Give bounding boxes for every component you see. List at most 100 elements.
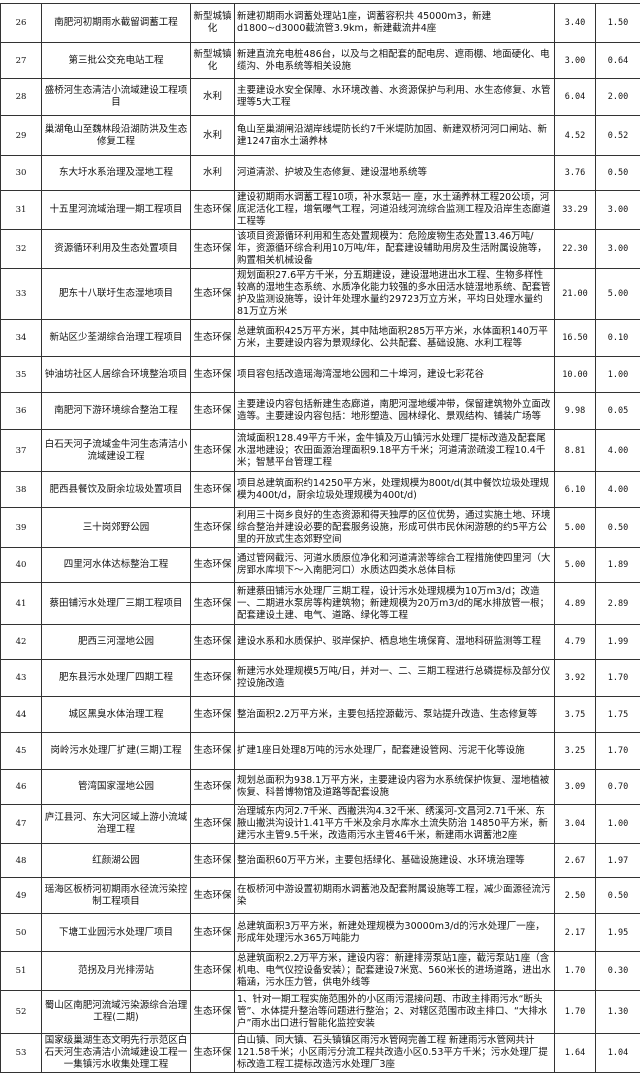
row-number: 35 (1, 357, 42, 393)
project-name: 东大圩水系治理及湿地工程 (42, 156, 191, 191)
project-content: 新建蔡田铺污水处理厂三期工程，设计污水处理规模为10万m3/d；改造一、二期进水… (235, 583, 555, 625)
project-content: 在板桥河中游设置初期雨水调蓄池及配套附属设施等工程，减少面源径流污染 (235, 878, 555, 914)
project-name: 城区黑臭水体治理工程 (42, 697, 191, 733)
annual-investment: 1.70 (596, 660, 640, 697)
project-name: 肥东县污水处理厂四期工程 (42, 660, 191, 697)
annual-investment: 1.70 (596, 733, 640, 770)
total-investment: 3.92 (555, 660, 596, 697)
total-investment: 2.50 (555, 878, 596, 914)
row-number: 53 (1, 1034, 42, 1073)
project-category: 生态环保 (191, 844, 235, 878)
annual-investment: 0.50 (596, 878, 640, 914)
row-number: 43 (1, 660, 42, 697)
project-content: 龟山至巢湖闸沿湖岸线堤防长约7千米堤防加固、新建双桥河河口闸站、新建1247亩水… (235, 116, 555, 156)
annual-investment: 1.00 (596, 357, 640, 393)
project-content: 项目总建筑面积约14250平方米，处理规模为800t/d(其中餐饮垃圾处理规模为… (235, 472, 555, 508)
annual-investment: 1.30 (596, 991, 640, 1034)
total-investment: 1.64 (555, 1034, 596, 1073)
row-number: 38 (1, 472, 42, 508)
row-number: 30 (1, 156, 42, 191)
project-content: 该项目资源循环利用和生态处置规模为：危险废物生态处置13.46万吨/年，资源循环… (235, 230, 555, 269)
project-category: 生态环保 (191, 952, 235, 991)
annual-investment: 1.04 (596, 1034, 640, 1073)
project-name: 管湾国家湿地公园 (42, 770, 191, 805)
project-content: 1、针对一期工程实施范围外的小区雨污混接问题、市政主排雨污水“断头管”、水体提升… (235, 991, 555, 1034)
project-content: 主要建设水安全保障、水环境改善、水资源保护与利用、水生态修复、水管理等5大工程 (235, 79, 555, 116)
row-number: 47 (1, 805, 42, 844)
row-number: 51 (1, 952, 42, 991)
annual-investment: 0.70 (596, 770, 640, 805)
project-content: 流域面积128.49平方千米，金牛镇及万山镇污水处理厂提标改造及配套尾水湿地建设… (235, 430, 555, 472)
project-category: 新型城镇化 (191, 4, 235, 43)
project-name: 钟油坊社区人居综合环境整治项目 (42, 357, 191, 393)
project-name: 十五里河流域治理一期工程项目 (42, 191, 191, 230)
annual-investment: 3.00 (596, 230, 640, 269)
total-investment: 3.40 (555, 4, 596, 43)
annual-investment: 4.00 (596, 430, 640, 472)
project-name: 国家级巢湖生态文明先行示范区白石天河生态清洁小流域建设工程一一集镇污水收集处理工… (42, 1034, 191, 1073)
project-content: 总建筑面积3万平方米，新建处理规模为30000m3/d的污水处理厂一座，形成年处… (235, 914, 555, 952)
project-name: 盛桥河生态清洁小流域建设工程项目 (42, 79, 191, 116)
total-investment: 2.67 (555, 844, 596, 878)
project-name: 岗岭污水处理厂扩建(三期)工程 (42, 733, 191, 770)
project-content: 建设水系和水质保护、驳岸保护、栖息地生境保育、湿地科研监测等工程 (235, 625, 555, 660)
annual-investment: 1.50 (596, 4, 640, 43)
project-category: 生态环保 (191, 230, 235, 269)
project-category: 生态环保 (191, 191, 235, 230)
row-number: 34 (1, 320, 42, 357)
annual-investment: 5.00 (596, 269, 640, 320)
project-content: 规划总面积为938.1万平方米，主要建设内容为水系统保护恢复、湿地植被恢复、科普… (235, 770, 555, 805)
total-investment: 4.89 (555, 583, 596, 625)
project-name: 下塘工业园污水处理厂项目 (42, 914, 191, 952)
project-category: 生态环保 (191, 320, 235, 357)
total-investment: 3.00 (555, 43, 596, 79)
project-content: 治理城东内河2.7千米、西撇洪沟4.32千米、绣溪河-文昌河2.71千米、东腋山… (235, 805, 555, 844)
annual-investment: 1.97 (596, 844, 640, 878)
row-number: 27 (1, 43, 42, 79)
project-name: 白石天河子流域金牛河生态清洁小流域建设工程 (42, 430, 191, 472)
project-category: 生态环保 (191, 991, 235, 1034)
project-name: 瑶海区板桥河初期雨水径流污染控制工程项目 (42, 878, 191, 914)
total-investment: 16.50 (555, 320, 596, 357)
project-category: 生态环保 (191, 269, 235, 320)
project-category: 生态环保 (191, 548, 235, 583)
project-content: 主要建设内容包括新建生态廊道，南肥河湿地缓冲带，保留建筑物外立面改造等。主要建设… (235, 393, 555, 430)
project-content: 扩建1座日处理8万吨的污水处理厂，配套建设管网、污泥干化等设施 (235, 733, 555, 770)
annual-investment: 1.75 (596, 697, 640, 733)
project-category: 生态环保 (191, 508, 235, 548)
row-number: 46 (1, 770, 42, 805)
total-investment: 21.00 (555, 269, 596, 320)
project-category: 水利 (191, 156, 235, 191)
total-investment: 3.76 (555, 156, 596, 191)
row-number: 26 (1, 4, 42, 43)
row-number: 41 (1, 583, 42, 625)
project-category: 生态环保 (191, 914, 235, 952)
project-name: 第三批公交充电站工程 (42, 43, 191, 79)
project-category: 生态环保 (191, 583, 235, 625)
annual-investment: 2.00 (596, 79, 640, 116)
annual-investment: 0.64 (596, 43, 640, 79)
total-investment: 1.70 (555, 991, 596, 1034)
row-number: 31 (1, 191, 42, 230)
row-number: 39 (1, 508, 42, 548)
project-name: 四里河水体达标整治工程 (42, 548, 191, 583)
project-category: 生态环保 (191, 770, 235, 805)
total-investment: 4.52 (555, 116, 596, 156)
row-number: 29 (1, 116, 42, 156)
annual-investment: 1.95 (596, 914, 640, 952)
total-investment: 3.09 (555, 770, 596, 805)
total-investment: 10.00 (555, 357, 596, 393)
